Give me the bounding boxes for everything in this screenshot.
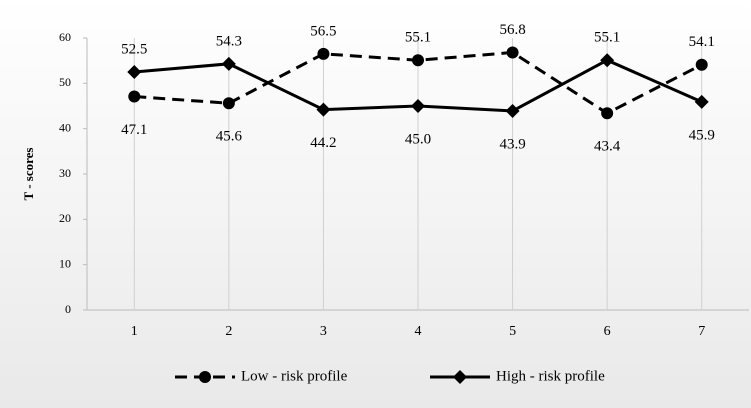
point bbox=[128, 90, 141, 103]
x-tick-label: 1 bbox=[131, 324, 138, 339]
legend-label: Low - risk profile bbox=[241, 368, 348, 384]
y-tick-label: 20 bbox=[59, 211, 71, 225]
point bbox=[695, 58, 708, 71]
value-label: 55.1 bbox=[405, 30, 431, 46]
y-tick-label: 30 bbox=[59, 166, 71, 180]
value-label: 45.9 bbox=[689, 127, 715, 143]
value-label: 45.6 bbox=[216, 129, 243, 145]
x-tick-label: 5 bbox=[509, 324, 516, 339]
x-tick-label: 7 bbox=[698, 324, 705, 339]
legend-marker bbox=[199, 371, 211, 383]
x-tick-label: 2 bbox=[225, 324, 232, 339]
legend-marker bbox=[453, 370, 467, 384]
value-label: 52.5 bbox=[121, 41, 147, 57]
value-label: 55.1 bbox=[594, 30, 620, 46]
point bbox=[506, 46, 519, 59]
value-label: 43.4 bbox=[594, 139, 621, 155]
point bbox=[222, 97, 235, 110]
y-tick-label: 10 bbox=[59, 256, 71, 270]
y-tick-label: 0 bbox=[65, 302, 71, 316]
x-tick-label: 6 bbox=[604, 324, 611, 339]
y-tick-label: 40 bbox=[59, 120, 71, 134]
value-label: 43.9 bbox=[499, 136, 525, 152]
value-label: 45.0 bbox=[405, 131, 431, 147]
point bbox=[221, 56, 236, 71]
point bbox=[411, 99, 425, 113]
y-tick-label: 60 bbox=[59, 30, 71, 44]
point bbox=[127, 65, 142, 79]
point bbox=[505, 103, 520, 118]
y-axis-title: T - scores bbox=[21, 148, 36, 201]
x-tick-label: 3 bbox=[320, 324, 327, 339]
x-tick-label: 4 bbox=[415, 324, 422, 339]
value-label: 54.1 bbox=[689, 34, 715, 50]
value-label: 44.2 bbox=[310, 135, 336, 151]
value-label: 47.1 bbox=[121, 122, 147, 138]
point bbox=[317, 47, 330, 60]
point bbox=[601, 107, 614, 120]
point bbox=[600, 53, 615, 68]
value-label: 56.5 bbox=[310, 23, 336, 39]
point bbox=[316, 102, 331, 117]
point bbox=[694, 94, 709, 109]
point bbox=[412, 54, 424, 67]
y-tick-label: 50 bbox=[59, 75, 71, 89]
value-label: 54.3 bbox=[216, 33, 242, 49]
legend-label: High - risk profile bbox=[496, 368, 605, 384]
value-label: 56.8 bbox=[499, 22, 525, 38]
